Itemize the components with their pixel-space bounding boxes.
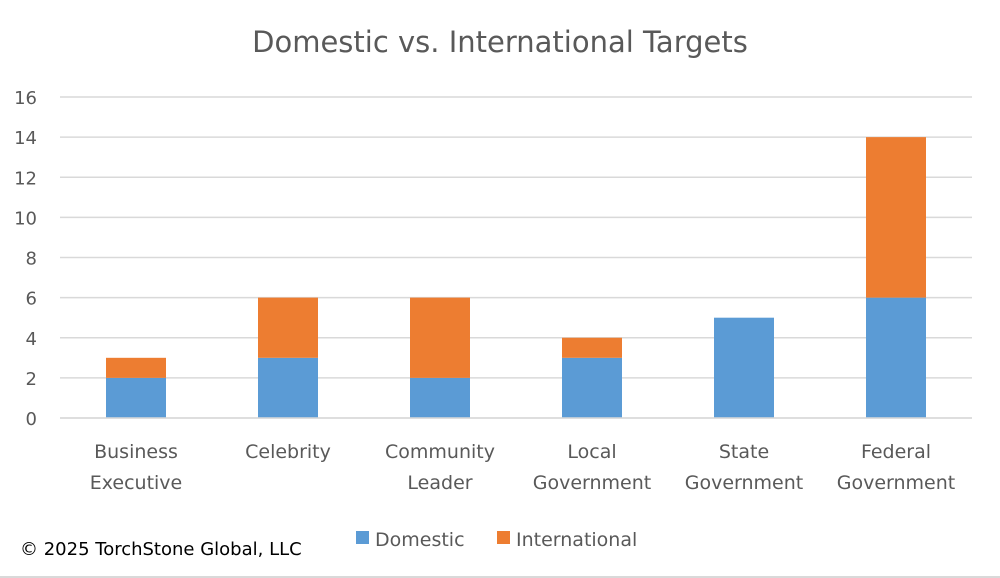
- legend-label-domestic: Domestic: [375, 529, 465, 551]
- y-tick-label: 16: [14, 88, 37, 109]
- y-tick-label: 0: [26, 409, 37, 430]
- y-tick-label: 10: [14, 208, 37, 229]
- x-category-label: State: [719, 441, 769, 463]
- y-tick-label: 2: [26, 369, 37, 390]
- y-tick-label: 12: [14, 168, 37, 189]
- bar-domestic: [866, 297, 926, 418]
- x-category-label: Government: [533, 472, 652, 494]
- legend-swatch-domestic: [356, 531, 369, 544]
- x-category-label: Leader: [407, 472, 472, 494]
- y-tick-label: 6: [26, 289, 37, 310]
- x-category-label: Celebrity: [245, 441, 331, 463]
- y-tick-label: 14: [14, 128, 37, 149]
- x-category-label: Government: [685, 472, 804, 494]
- x-category-label: Business: [94, 441, 178, 463]
- bar-domestic: [106, 377, 166, 418]
- bar-domestic: [562, 357, 622, 418]
- legend-label-international: International: [516, 529, 637, 551]
- bar-international: [258, 297, 318, 358]
- bar-international: [410, 297, 470, 378]
- y-tick-label: 4: [26, 329, 37, 350]
- bar-international: [562, 337, 622, 358]
- gridlines: [60, 96, 972, 419]
- axes: 0 2 4 6 8 10 12 14 16 Business Executive Celebrity C…: [14, 88, 972, 494]
- legend-swatch-international: [497, 531, 510, 544]
- chart-title: Domestic vs. International Targets: [252, 25, 748, 59]
- bar-international: [106, 357, 166, 378]
- x-category-label: Community: [385, 441, 495, 463]
- bars: [106, 137, 926, 418]
- copyright-notice: © 2025 TorchStone Global, LLC: [20, 539, 302, 560]
- y-tick-label: 8: [26, 249, 37, 270]
- bar-domestic: [258, 357, 318, 418]
- x-category-label: Government: [837, 472, 956, 494]
- bar-domestic: [714, 317, 774, 418]
- bar-international: [866, 137, 926, 298]
- bar-domestic: [410, 377, 470, 418]
- x-category-label: Federal: [861, 441, 931, 463]
- legend: Domestic International: [356, 529, 637, 551]
- x-category-label: Local: [567, 441, 616, 463]
- x-category-label: Executive: [90, 472, 183, 494]
